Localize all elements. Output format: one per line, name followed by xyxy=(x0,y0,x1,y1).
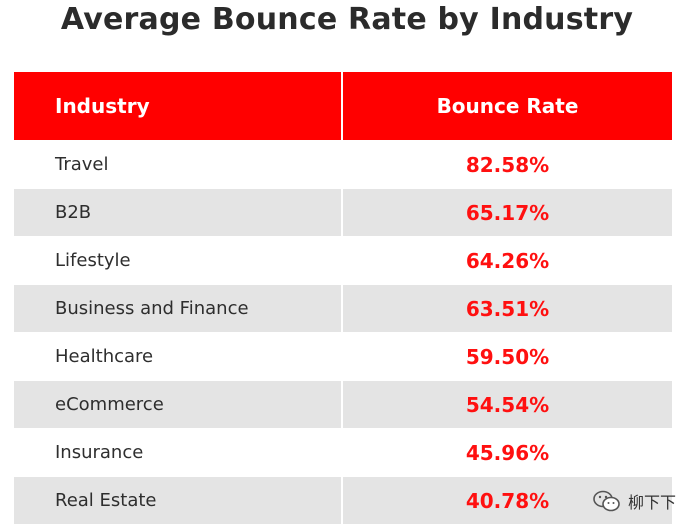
header-row: Industry Bounce Rate xyxy=(14,72,672,141)
industry-cell: Insurance xyxy=(14,428,343,477)
table-row: Insurance 45.96% xyxy=(14,428,672,477)
industry-cell: eCommerce xyxy=(14,380,343,429)
wechat-icon xyxy=(592,489,622,513)
table-row: Healthcare 59.50% xyxy=(14,332,672,381)
table-row: B2B 65.17% xyxy=(14,188,672,237)
industry-cell: B2B xyxy=(14,188,343,237)
industry-cell: Healthcare xyxy=(14,332,343,381)
bounce-rate-table-wrapper: Industry Bounce Rate Travel 82.58% B2B 65.1… xyxy=(14,72,672,524)
industry-cell: Lifestyle xyxy=(14,236,343,285)
watermark-text: 柳下下 xyxy=(627,493,676,512)
industry-cell: Business and Finance xyxy=(14,284,343,333)
table-row: Travel 82.58% xyxy=(14,140,672,189)
table-row: Lifestyle 64.26% xyxy=(14,236,672,285)
bounce-rate-table: Industry Bounce Rate Travel 82.58% B2B 65.1… xyxy=(14,72,672,524)
bounce-rate-cell: 63.51% xyxy=(342,284,672,333)
bounce-rate-cell: 54.54% xyxy=(342,380,672,429)
bounce-rate-cell: 65.17% xyxy=(342,188,672,237)
table-header: Industry Bounce Rate xyxy=(14,72,672,141)
column-header-bounce-rate: Bounce Rate xyxy=(342,72,672,141)
bounce-rate-cell: 45.96% xyxy=(342,428,672,477)
table-row: Real Estate 40.78% xyxy=(14,476,672,524)
column-header-industry: Industry xyxy=(14,72,343,141)
industry-cell: Travel xyxy=(14,140,343,189)
bounce-rate-cell: 82.58% xyxy=(342,140,672,189)
table-body: Travel 82.58% B2B 65.17% Lifestyle 64.26% Busi… xyxy=(14,140,672,524)
table-row: Business and Finance 63.51% xyxy=(14,284,672,333)
table-row: eCommerce 54.54% xyxy=(14,380,672,429)
watermark: 柳下下 xyxy=(592,489,676,513)
bounce-rate-cell: 59.50% xyxy=(342,332,672,381)
bounce-rate-cell: 64.26% xyxy=(342,236,672,285)
chart-title: Average Bounce Rate by Industry xyxy=(60,2,634,37)
industry-cell: Real Estate xyxy=(14,476,343,524)
